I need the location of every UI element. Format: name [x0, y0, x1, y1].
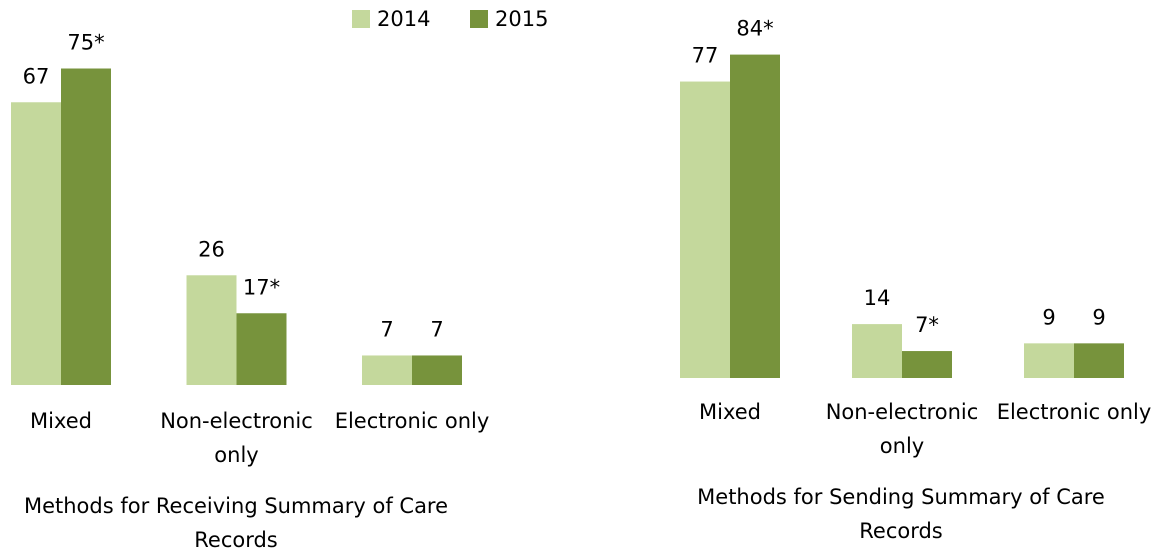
data-label: 75*: [67, 31, 104, 55]
data-label: 7: [380, 317, 393, 341]
bar: [61, 68, 111, 385]
x-axis-title: Methods for Receiving Summary of Care Re…: [23, 494, 449, 552]
bar: [186, 275, 237, 385]
x-tick-label: Non-electronic only: [160, 409, 313, 467]
bar: [236, 313, 287, 385]
bar: [902, 351, 952, 378]
legend-swatch: [470, 10, 488, 28]
data-label: 9: [1042, 305, 1055, 329]
legend-swatch: [352, 10, 370, 28]
data-label: 9: [1092, 305, 1105, 329]
data-label: 67: [23, 64, 50, 88]
legend-label: 2014: [377, 7, 430, 31]
data-label: 7*: [915, 313, 939, 337]
bar: [11, 102, 61, 385]
bar: [680, 81, 730, 379]
data-label: 26: [198, 237, 225, 261]
x-axis-title: Methods for Sending Summary of Care Reco…: [697, 485, 1105, 543]
data-label: 7: [430, 317, 443, 341]
bar: [412, 355, 462, 385]
x-tick-label: Mixed: [699, 400, 761, 424]
x-tick-label: Non-electronic only: [825, 400, 979, 458]
bar: [1074, 343, 1124, 378]
data-label: 14: [864, 286, 891, 310]
data-label: 17*: [243, 275, 280, 299]
data-label: 77: [692, 44, 719, 68]
bar: [852, 324, 902, 378]
x-tick-label: Mixed: [30, 409, 92, 433]
legend-label: 2015: [495, 7, 548, 31]
bar: [1024, 343, 1074, 378]
bar: [730, 54, 780, 378]
bar: [362, 355, 412, 385]
x-tick-label: Electronic only: [996, 400, 1152, 424]
data-label: 84*: [736, 17, 773, 41]
x-tick-label: Electronic only: [334, 409, 490, 433]
